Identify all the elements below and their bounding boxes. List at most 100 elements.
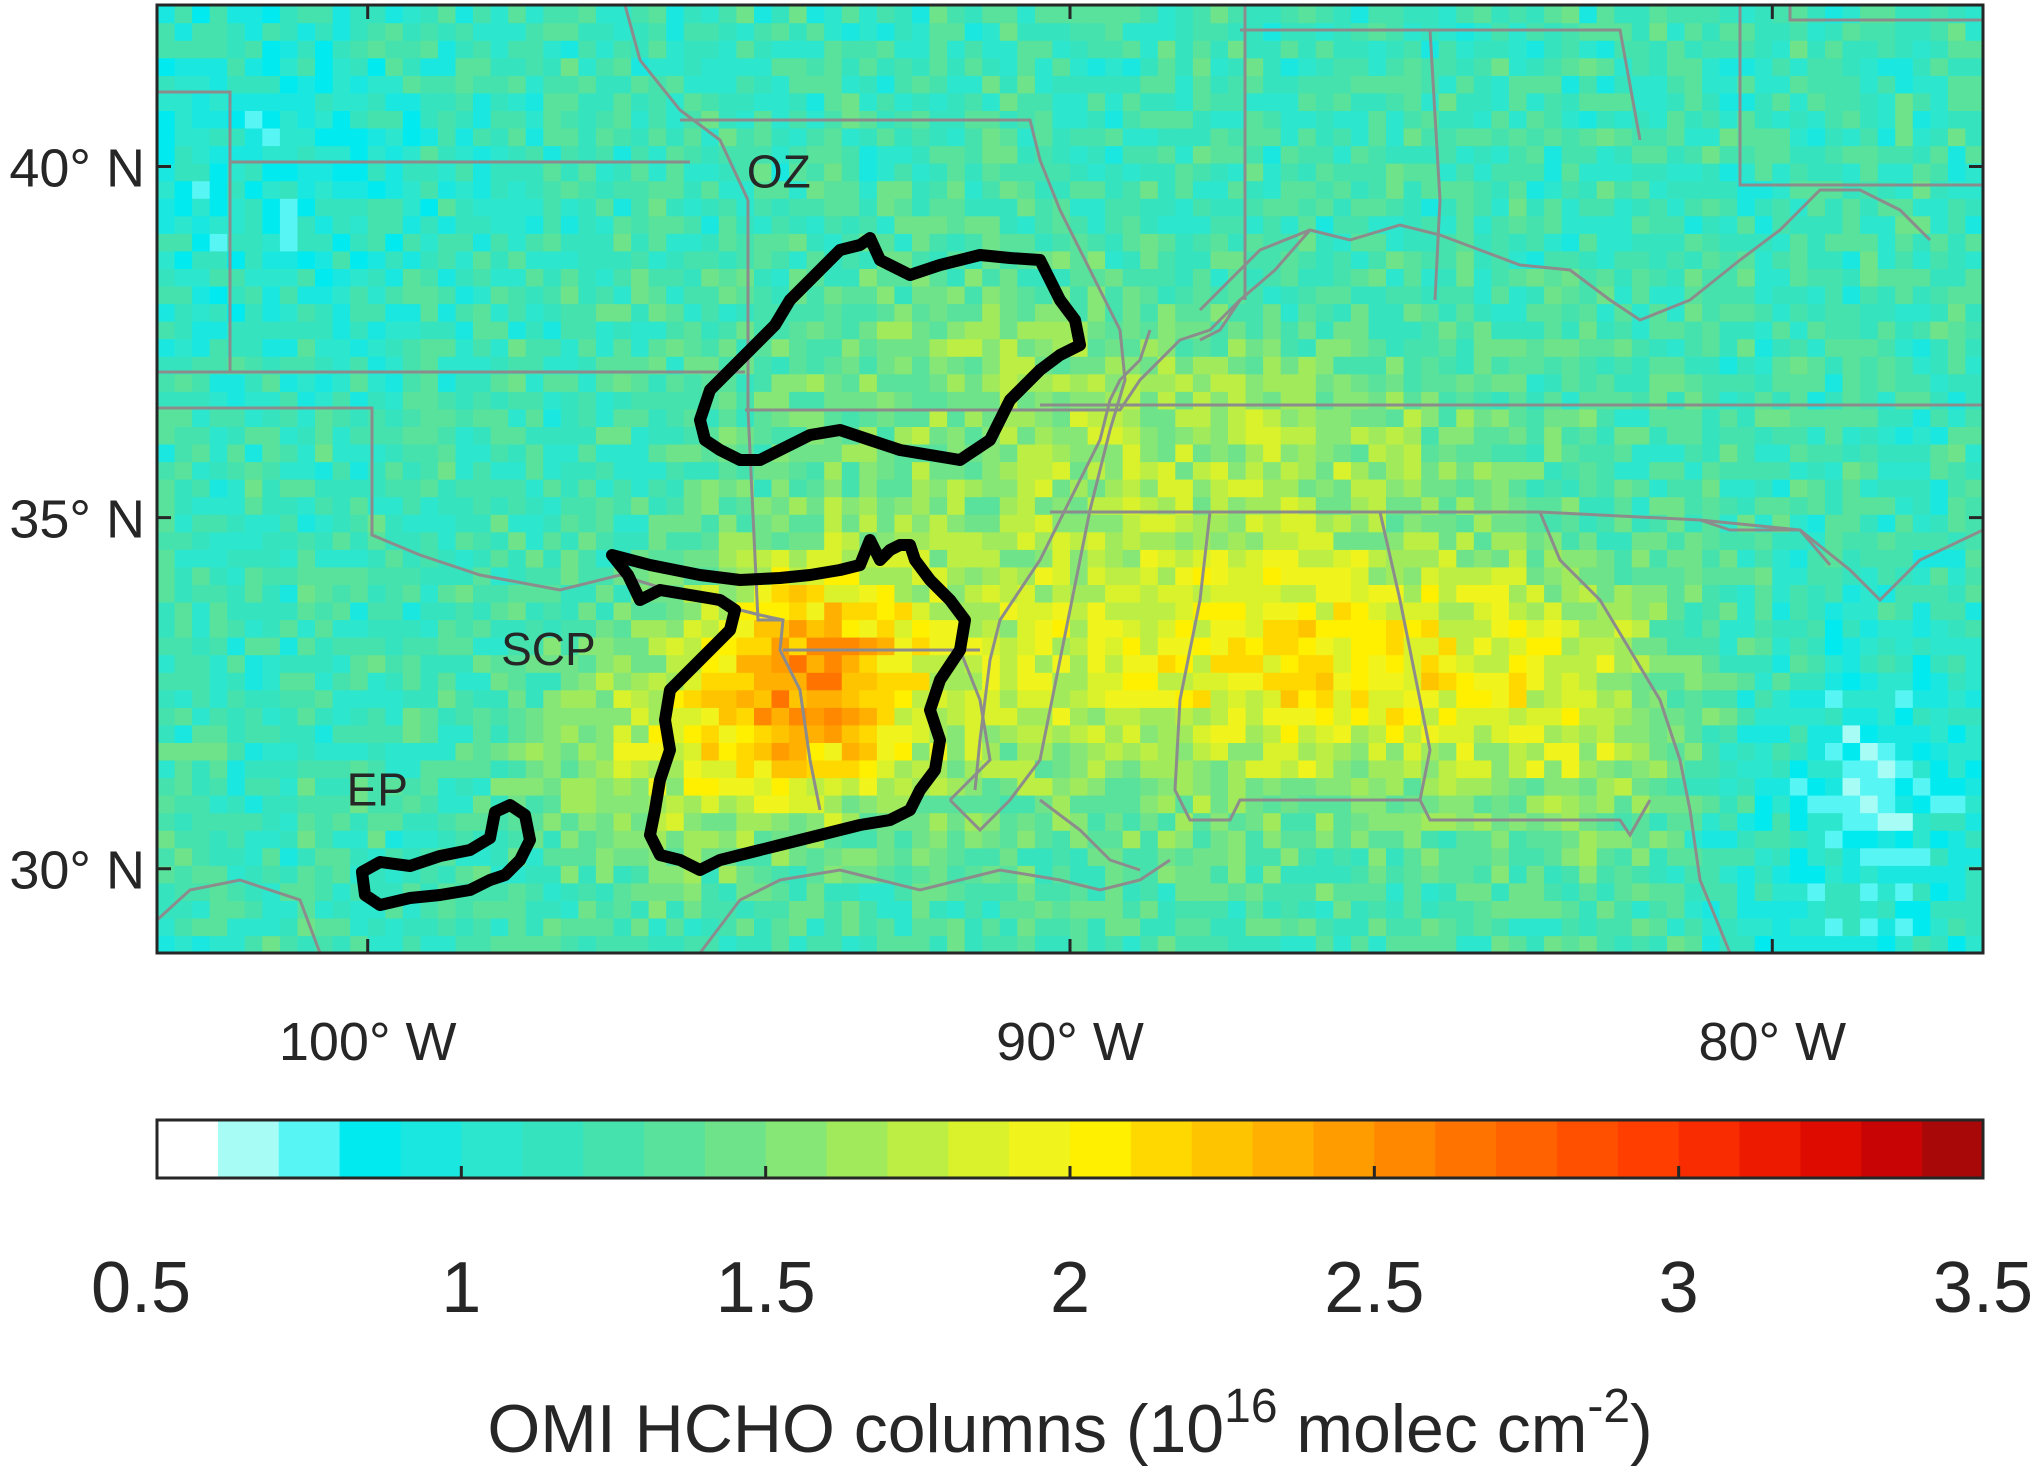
hcho-pixel <box>1175 145 1194 164</box>
hcho-pixel <box>209 198 228 217</box>
hcho-pixel <box>1105 549 1124 568</box>
hcho-pixel <box>718 777 737 796</box>
hcho-pixel <box>1667 461 1686 480</box>
hcho-pixel <box>1491 847 1510 866</box>
hcho-pixel <box>1122 110 1141 129</box>
hcho-pixel <box>192 479 211 498</box>
hcho-pixel <box>1386 5 1405 24</box>
hcho-pixel <box>894 57 913 76</box>
hcho-pixel <box>1544 514 1563 533</box>
hcho-pixel <box>701 479 720 498</box>
hcho-pixel <box>1561 672 1580 691</box>
hcho-pixel <box>1228 601 1247 621</box>
hcho-pixel <box>1667 145 1686 164</box>
hcho-pixel <box>1491 233 1510 252</box>
hcho-pixel <box>490 637 509 656</box>
hcho-pixel <box>1772 900 1791 919</box>
hcho-pixel <box>1596 145 1615 164</box>
hcho-pixel <box>982 75 1001 94</box>
hcho-pixel <box>1210 584 1229 603</box>
hcho-pixel <box>1526 127 1545 147</box>
hcho-pixel <box>1263 338 1282 357</box>
hcho-pixel <box>789 601 808 621</box>
hcho-pixel <box>1684 92 1703 111</box>
hcho-pixel <box>701 180 720 199</box>
hcho-pixel <box>543 110 562 129</box>
hcho-pixel <box>1561 479 1580 498</box>
hcho-pixel <box>402 830 421 849</box>
hcho-pixel <box>1473 865 1492 884</box>
hcho-pixel <box>1087 531 1106 550</box>
hcho-pixel <box>437 865 457 884</box>
hcho-pixel <box>244 75 263 94</box>
hcho-pixel <box>1473 75 1492 94</box>
hcho-pixel <box>613 654 632 673</box>
hcho-pixel <box>402 356 421 375</box>
hcho-pixel <box>1438 163 1457 182</box>
hcho-pixel <box>1034 812 1054 831</box>
hcho-pixel <box>473 601 492 621</box>
hcho-pixel <box>1737 531 1756 550</box>
hcho-pixel <box>1491 391 1510 410</box>
hcho-pixel <box>209 268 228 287</box>
hcho-pixel <box>473 285 492 305</box>
hcho-pixel <box>1087 584 1106 603</box>
hcho-pixel <box>1631 742 1650 761</box>
hcho-pixel <box>227 742 246 761</box>
hcho-pixel <box>789 514 808 533</box>
hcho-pixel <box>1280 426 1299 445</box>
hcho-pixel <box>859 672 878 691</box>
hcho-pixel <box>841 584 860 603</box>
hcho-pixel <box>1631 882 1650 901</box>
hcho-pixel <box>1456 285 1475 305</box>
hcho-pixel <box>437 443 457 463</box>
hcho-pixel <box>683 917 702 937</box>
hcho-pixel <box>192 285 211 305</box>
hcho-pixel <box>560 127 579 147</box>
hcho-pixel <box>490 689 509 708</box>
hcho-pixel <box>192 22 211 41</box>
hcho-pixel <box>1667 830 1686 849</box>
hcho-pixel <box>718 391 737 410</box>
hcho-pixel <box>1280 391 1299 410</box>
hcho-pixel <box>912 724 931 743</box>
hcho-pixel <box>437 461 457 480</box>
hcho-pixel <box>1421 619 1440 638</box>
hcho-pixel <box>929 198 948 217</box>
hcho-pixel <box>227 514 246 533</box>
hcho-pixel <box>1579 847 1598 866</box>
hcho-pixel <box>227 707 246 726</box>
hcho-pixel <box>1473 180 1492 199</box>
hcho-pixel <box>1491 654 1510 673</box>
hcho-pixel <box>1087 514 1106 533</box>
hcho-pixel <box>631 759 650 779</box>
hcho-pixel <box>174 759 193 779</box>
hcho-pixel <box>683 180 702 199</box>
hcho-pixel <box>754 900 773 919</box>
hcho-pixel <box>912 215 931 234</box>
hcho-pixel <box>1315 127 1334 147</box>
hcho-pixel <box>1508 180 1528 199</box>
hcho-pixel <box>192 900 211 919</box>
hcho-pixel <box>578 637 597 656</box>
hcho-pixel <box>315 496 334 515</box>
hcho-pixel <box>964 356 983 375</box>
hcho-pixel <box>1192 303 1212 322</box>
hcho-pixel <box>754 935 773 953</box>
hcho-pixel <box>789 408 808 427</box>
hcho-pixel <box>1017 75 1036 94</box>
hcho-pixel <box>297 180 316 199</box>
hcho-pixel <box>1368 40 1387 59</box>
hcho-pixel <box>982 215 1001 234</box>
hcho-pixel <box>595 426 615 445</box>
hcho-pixel <box>578 865 597 884</box>
hcho-pixel <box>876 917 896 937</box>
hcho-pixel <box>1350 75 1370 94</box>
hcho-pixel <box>666 514 685 533</box>
hcho-pixel <box>824 57 843 76</box>
hcho-pixel <box>1175 619 1194 638</box>
hcho-pixel <box>613 830 632 849</box>
hcho-pixel <box>1105 22 1124 41</box>
hcho-pixel <box>174 566 193 585</box>
hcho-pixel <box>279 391 299 410</box>
